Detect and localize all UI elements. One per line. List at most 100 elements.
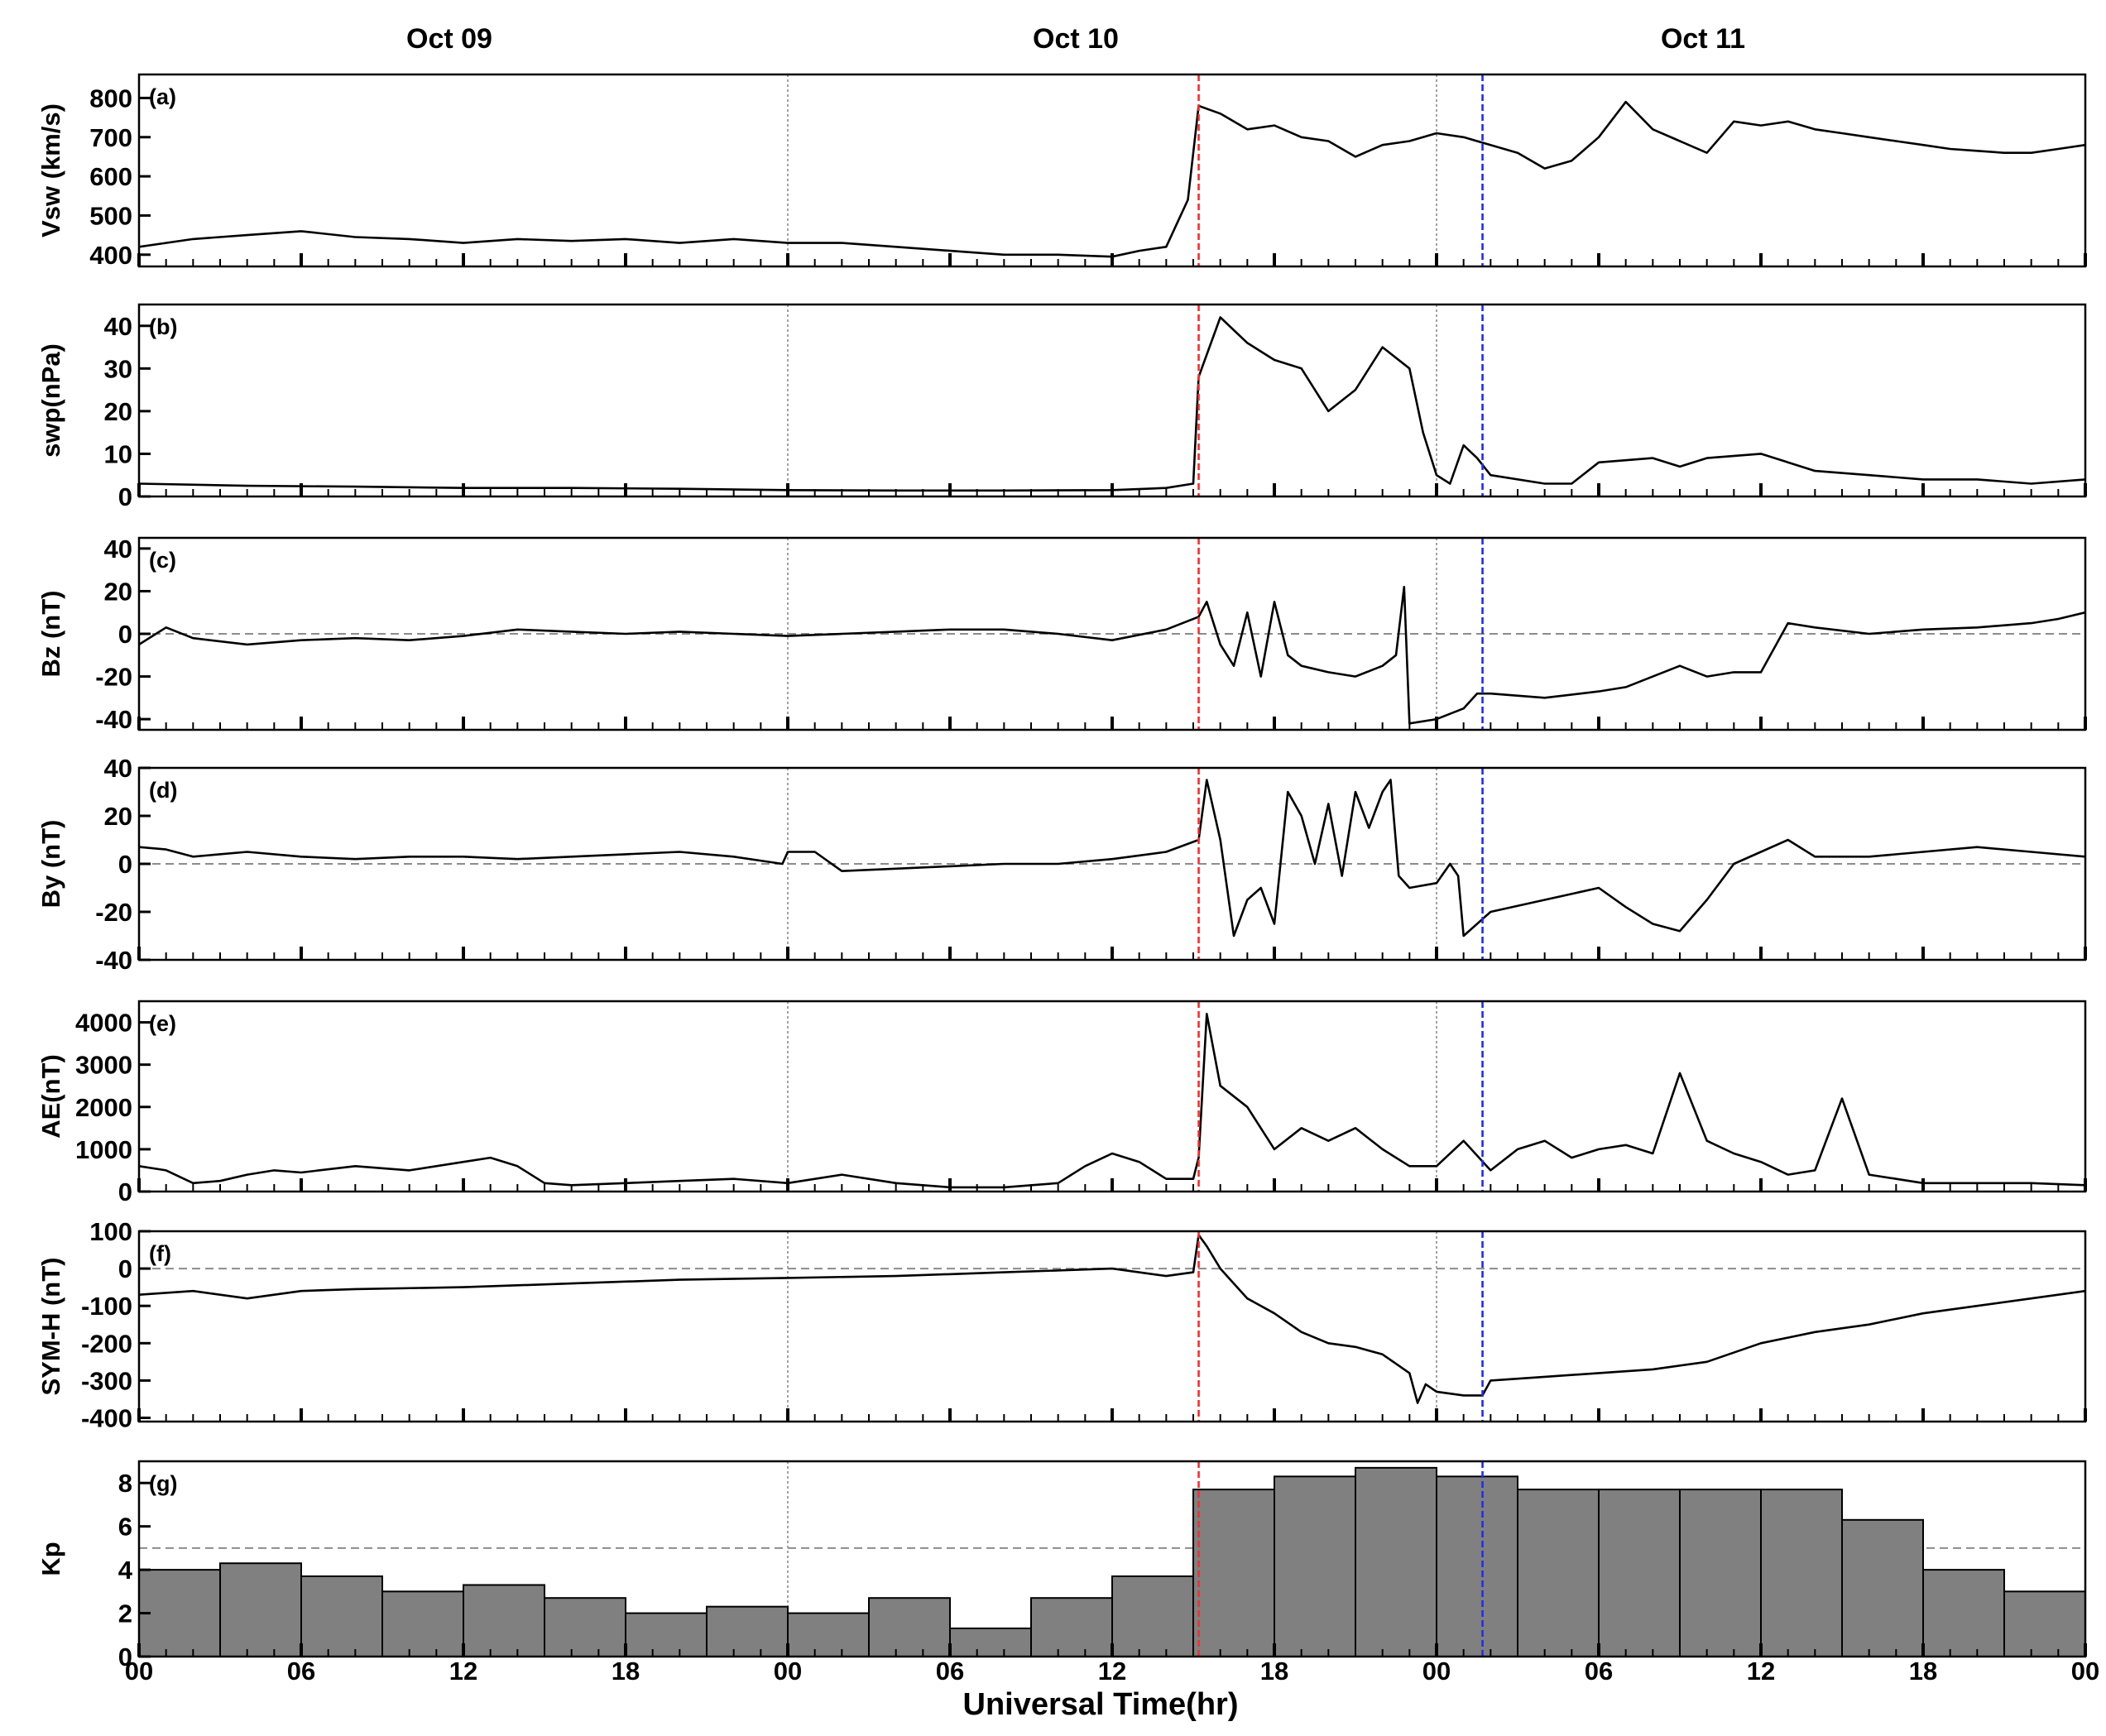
panel-b-ylabel: swp(nPa) [36,343,65,458]
panel-b-ytick-label-3: 20 [104,397,132,426]
panel-g-ylabel: Kp [36,1542,65,1575]
panel-d-ytick-label-1: -40 [95,946,132,975]
panel-c: -40 -20 0 20 40 (c) Bz (nT) [36,535,2087,734]
x-tick-label-2: 06 [287,1657,315,1686]
panel-f-ytick-label-3: -200 [81,1329,132,1358]
panel-b-ytick-label-1: 0 [118,482,132,511]
panel-a-tag: (a) [149,84,176,109]
panel-g-ytick-label-5: 8 [118,1469,132,1498]
panel-g-bar-21 [1760,1489,1843,1657]
x-tick-label-5: 00 [774,1657,802,1686]
panel-g-bar-16 [1355,1466,1437,1657]
panel-c-ytick-label-5: 40 [104,535,132,563]
panel-d-ytick-label-5: 40 [104,754,132,783]
panel-c-ylabel: Bz (nT) [36,590,65,677]
x-tick-label-6: 06 [936,1657,964,1686]
panel-c-series-line [139,585,2085,725]
panel-e-ylabel: AE(nT) [36,1054,65,1139]
panel-b-frame [137,303,2087,498]
panel-g-bar-18 [1517,1489,1600,1657]
panel-c-ytick-label-4: 20 [104,577,132,606]
panel-a-ytick-label-1: 400 [89,241,132,270]
panel-e-ytick-label-4: 3000 [75,1051,132,1080]
panel-f-ytick-label-6: 100 [89,1217,132,1246]
x-tick-label-3: 12 [449,1657,477,1686]
x-tick-label-1: 00 [125,1657,153,1686]
panel-c-tag: (c) [149,548,176,573]
panel-a-ytick-label-2: 500 [89,201,132,230]
panel-a-ytick-label-5: 800 [89,84,132,113]
panel-d-ytick-label-4: 20 [104,802,132,831]
panel-f-ytick-label-5: 0 [118,1254,132,1283]
panel-g-bar-24 [2003,1590,2085,1657]
panel-e-frame [137,1000,2087,1193]
panel-a-ytick-label-4: 700 [89,123,132,152]
panel-d-ytick-label-3: 0 [118,850,132,879]
panel-d-ylabel: By (nT) [36,820,65,909]
day-label-1: Oct 09 [406,23,492,55]
panel-f: -400 -300 -200 -100 0 100 (f) SYM-H (nT) [36,1217,2087,1432]
panel-e-ytick-label-5: 4000 [75,1009,132,1038]
panel-a-ylabel: Vsw (km/s) [36,103,65,237]
x-tick-label-7: 12 [1098,1657,1126,1686]
panel-g-bar-5 [463,1584,545,1657]
panel-b: 0 10 20 30 40 (b) swp(nPa) [36,303,2087,511]
panel-f-ytick-label-1: -400 [81,1403,132,1432]
panel-g-bar-11 [949,1627,1032,1657]
panel-g-ytick-label-2: 2 [118,1599,132,1628]
day-label-3: Oct 11 [1661,23,1745,55]
panel-c-ytick-label-2: -20 [95,663,132,692]
panel-g-bar-20 [1679,1489,1762,1657]
panel-b-series-line [139,316,2085,492]
panel-g-bar-23 [1922,1569,2005,1657]
panel-g: 0 2 4 6 8 (g) Kp [36,1460,2087,1671]
panel-f-ytick-label-4: -100 [81,1292,132,1321]
panel-f-ytick-label-2: -300 [81,1366,132,1395]
panel-g-bar-15 [1274,1475,1356,1657]
panel-g-ytick-label-3: 4 [118,1556,133,1585]
panel-g-bar-9 [787,1612,870,1657]
panel-a-ytick-label-3: 600 [89,162,132,191]
panel-f-frame [137,1230,2087,1423]
panel-g-bar-6 [544,1597,626,1657]
panel-b-ytick-label-4: 30 [104,354,132,383]
panel-b-ytick-label-2: 10 [104,439,132,468]
panel-b-tag: (b) [149,314,177,339]
panel-a-series-line [139,100,2085,258]
panel-g-bar-10 [868,1597,951,1657]
day-label-2: Oct 10 [1033,23,1119,55]
panel-b-ytick-label-5: 40 [104,312,132,341]
panel-d-ytick-label-2: -20 [95,898,132,927]
x-tick-label-13: 00 [2071,1657,2099,1686]
panel-g-bar-13 [1111,1575,1194,1657]
panel-c-ytick-label-3: 0 [118,620,132,649]
panel-g-bar-14 [1192,1489,1275,1657]
panel-g-bar-19 [1598,1489,1681,1657]
x-tick-label-12: 18 [1909,1657,1937,1686]
panel-g-bar-2 [219,1562,302,1657]
panel-e-tag: (e) [149,1011,176,1036]
panel-g-bar-3 [300,1575,383,1657]
panel-e: 0 1000 2000 3000 4000 (e) AE(nT) [36,1000,2087,1206]
x-tick-label-9: 00 [1422,1657,1451,1686]
panel-e-ytick-label-2: 1000 [75,1135,132,1164]
panel-c-ytick-label-1: -40 [95,705,132,734]
x-tick-label-11: 12 [1747,1657,1775,1686]
x-tick-label-4: 18 [612,1657,640,1686]
panel-d: -40 -20 0 20 40 (d) By (nT) [36,754,2087,975]
panel-f-tag: (f) [149,1241,171,1266]
panel-g-bar-7 [625,1612,708,1657]
panel-a: 400 500 600 700 800 (a) Vsw (km/s) [36,73,2087,270]
panel-a-frame [137,73,2087,268]
panel-g-ytick-label-4: 6 [118,1513,132,1542]
panel-d-tag: (d) [149,778,177,803]
panel-d-series-line [139,779,2085,938]
x-axis-label: Universal Time(hr) [963,1687,1239,1722]
panel-g-ytick-label-1: 0 [118,1642,132,1671]
day-labels: Oct 09 Oct 10 Oct 11 [406,23,1745,55]
panel-g-bar-4 [381,1590,464,1657]
panel-g-bar-12 [1030,1597,1113,1657]
x-tick-label-8: 18 [1260,1657,1288,1686]
